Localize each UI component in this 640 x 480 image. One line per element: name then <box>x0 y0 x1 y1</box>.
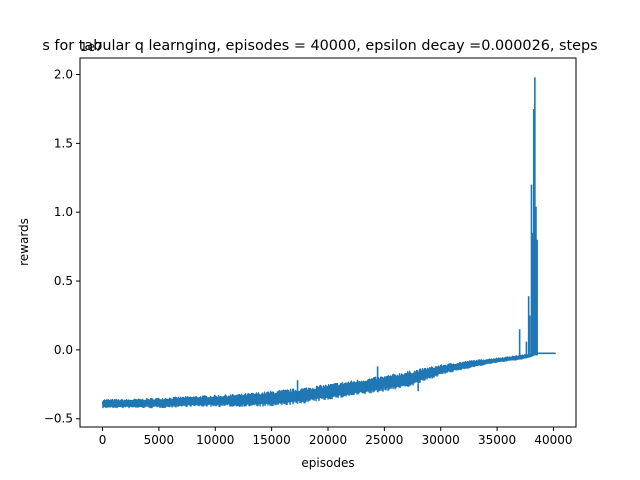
x-tick-label: 40000 <box>534 433 572 447</box>
x-tick-label: 15000 <box>253 433 291 447</box>
plot-data-layer <box>101 77 556 409</box>
y-axis-ticks: −0.5 0.0 0.5 1.0 1.5 2.0 <box>44 68 80 426</box>
x-tick-label: 20000 <box>309 433 347 447</box>
y-tick-label: −0.5 <box>44 412 73 426</box>
x-tick-label: 5000 <box>144 433 175 447</box>
chart-title: s for tabular q learnging, episodes = 40… <box>42 38 597 54</box>
x-tick-label: 10000 <box>196 433 234 447</box>
y-tick-label: 0.5 <box>54 274 73 288</box>
x-tick-label: 25000 <box>365 433 403 447</box>
reward-series-line <box>101 352 535 409</box>
plot-frame <box>79 57 577 428</box>
x-tick-label: 35000 <box>478 433 516 447</box>
y-tick-label: 2.0 <box>54 68 73 82</box>
y-tick-label: 1.0 <box>54 205 73 219</box>
y-axis-offset-label: 1e7 <box>80 40 103 54</box>
x-axis-ticks: 0 5000 10000 15000 20000 25000 30000 35000 40000 <box>99 427 573 447</box>
x-axis-label: episodes <box>301 456 354 470</box>
x-tick-label: 0 <box>99 433 107 447</box>
x-tick-label: 30000 <box>422 433 460 447</box>
y-tick-label: 1.5 <box>54 136 73 150</box>
y-axis-label: rewards <box>17 218 31 266</box>
y-tick-label: 0.0 <box>54 343 73 357</box>
